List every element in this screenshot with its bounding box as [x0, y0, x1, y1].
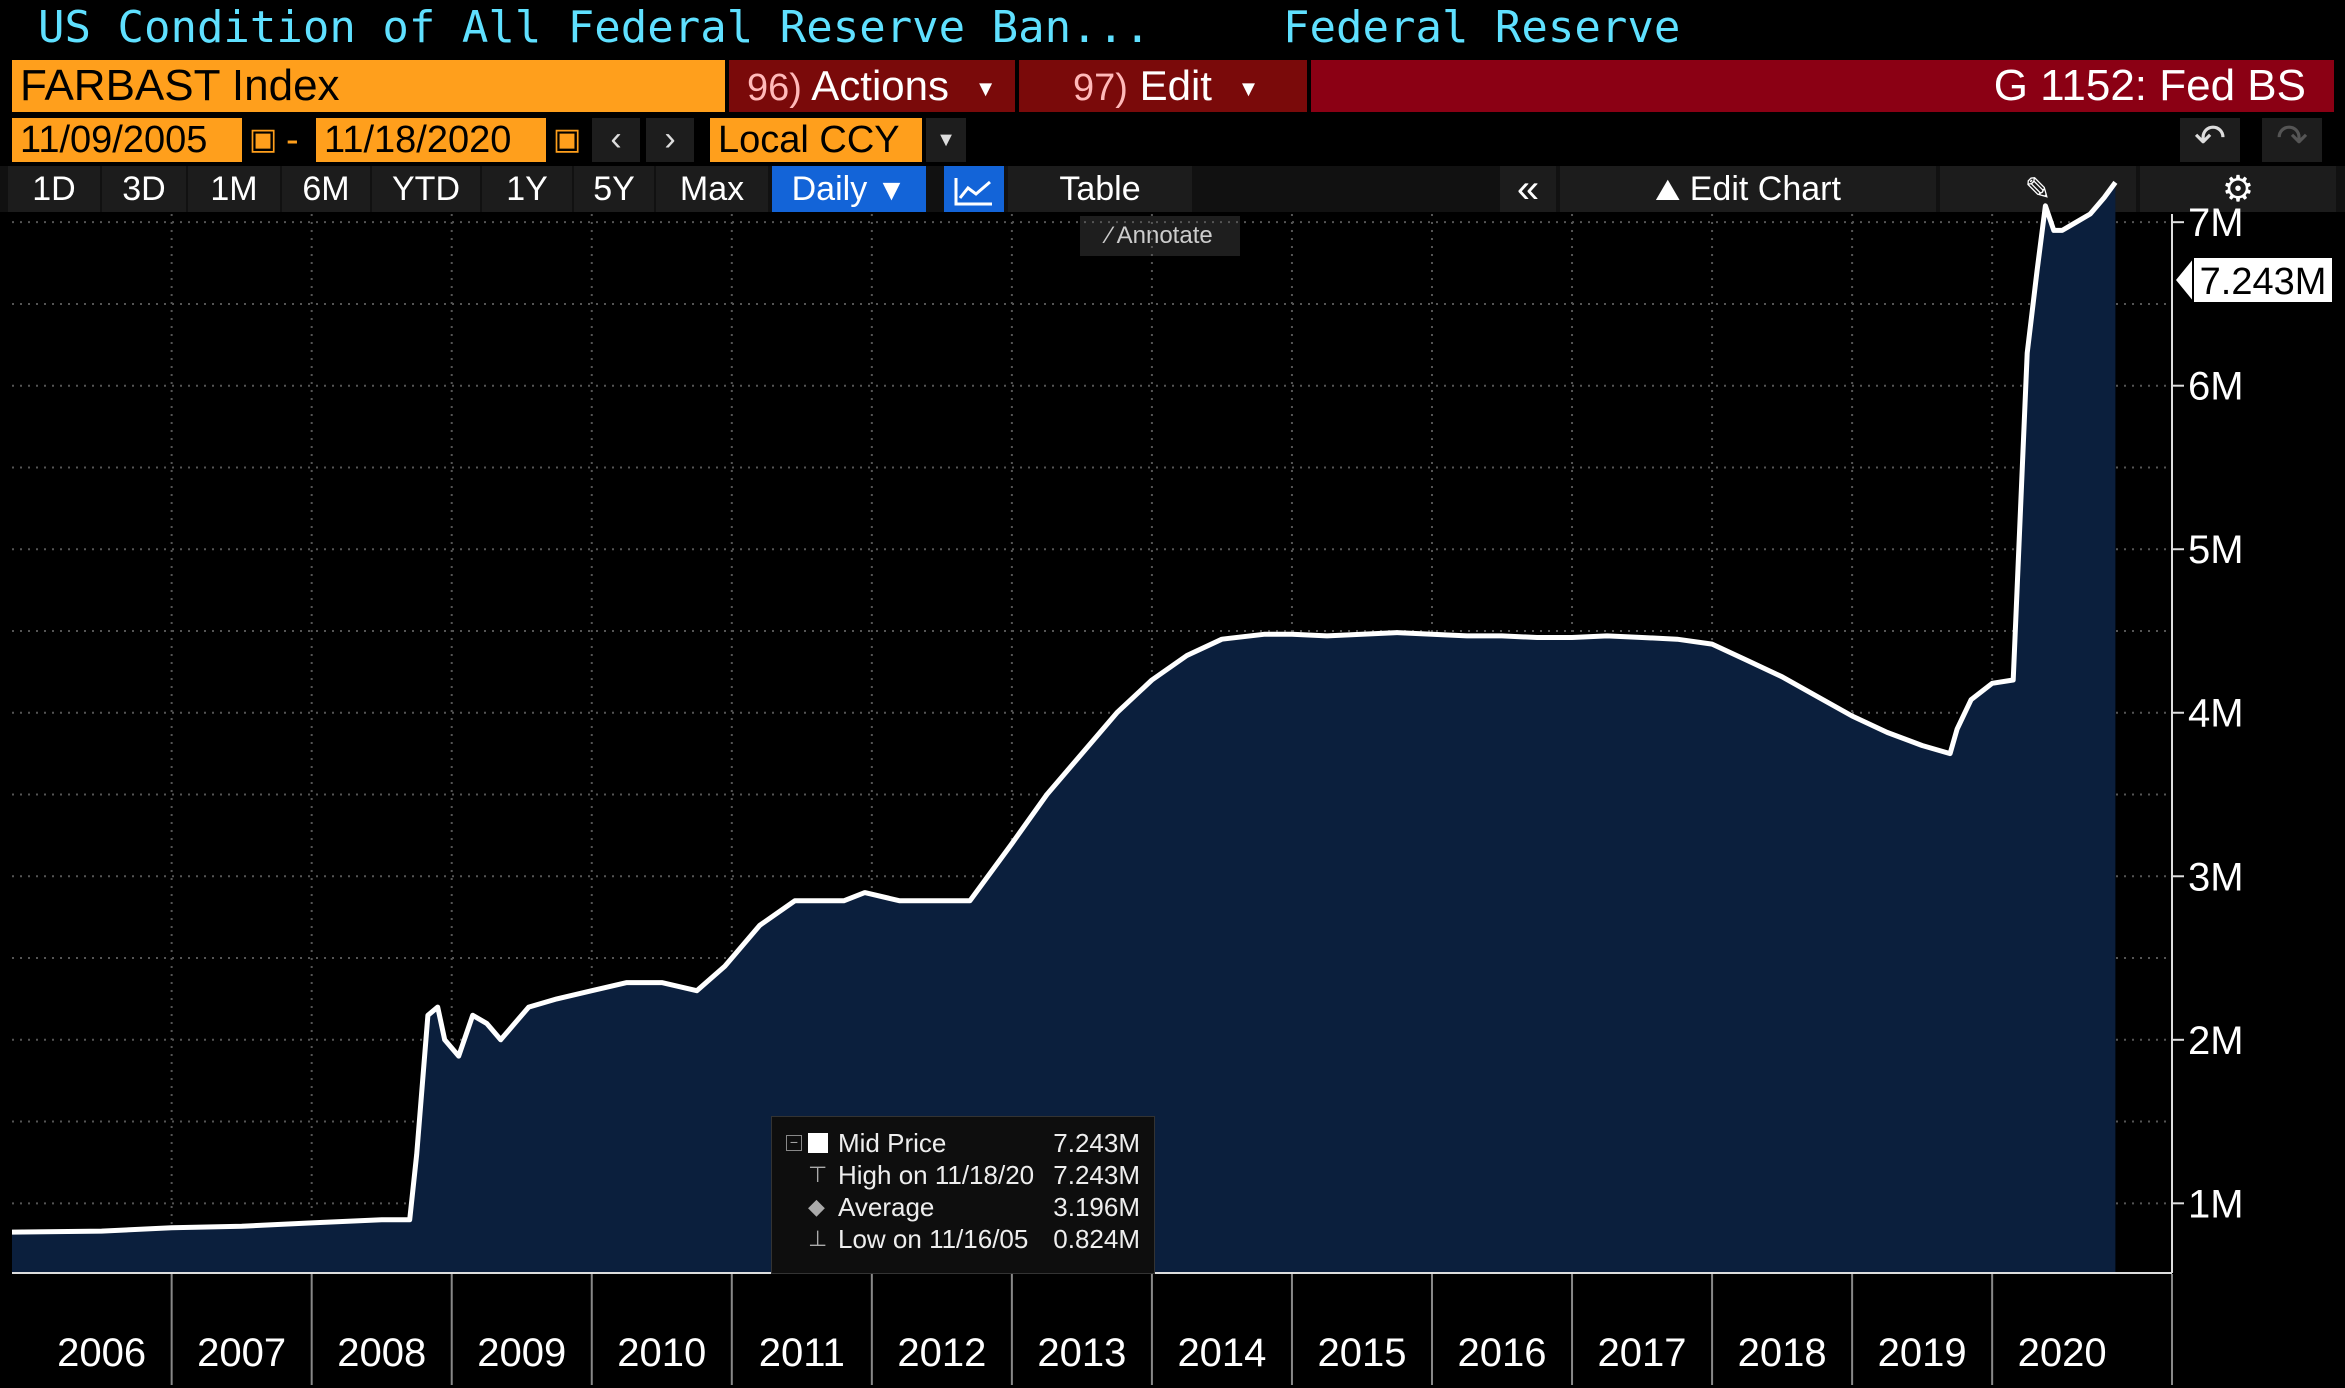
price-line: [11, 180, 2118, 1235]
edit-chart-button[interactable]: ⛰ Edit Chart: [1560, 166, 1936, 212]
pencil-icon: ⁄: [1107, 222, 1112, 249]
frequency-dropdown[interactable]: Daily ▼: [772, 166, 926, 212]
frequency-label: Daily: [791, 170, 868, 208]
y-tick-label: 4M: [2188, 692, 2244, 736]
legend-key: Mid Price: [838, 1128, 947, 1158]
chevron-down-icon: ▼: [1237, 75, 1260, 101]
undo-icon[interactable]: ↶: [2180, 118, 2240, 162]
annotate-label: Annotate: [1116, 222, 1213, 249]
area-fill: [12, 182, 2116, 1272]
actions-menu-number: 96): [747, 67, 802, 109]
chevron-down-icon: ▼: [974, 75, 997, 101]
legend-key: Low on 11/16/05: [838, 1224, 1029, 1254]
annotate-button[interactable]: ⁄ Annotate: [1080, 216, 1240, 256]
series-swatch: [808, 1133, 828, 1153]
pencil-note-icon[interactable]: ✎: [1940, 166, 2136, 212]
gear-icon[interactable]: ⚙: [2140, 166, 2336, 212]
period-1m-button[interactable]: 1M: [188, 166, 280, 212]
security-ticker-field[interactable]: FARBAST Index: [12, 60, 725, 112]
period-1y-button[interactable]: 1Y: [482, 166, 572, 212]
x-tick-label: 2010: [617, 1331, 706, 1375]
chevron-down-icon: ▼: [876, 174, 907, 207]
period-1d-button[interactable]: 1D: [8, 166, 100, 212]
period-max-button[interactable]: Max: [656, 166, 768, 212]
x-tick-label: 2018: [1738, 1331, 1827, 1375]
x-tick-label: 2020: [2018, 1331, 2107, 1375]
period-ytd-button[interactable]: YTD: [372, 166, 480, 212]
x-tick-label: 2008: [337, 1331, 426, 1375]
end-date-field[interactable]: 11/18/2020: [316, 118, 546, 162]
chevron-right-icon[interactable]: ›: [646, 118, 694, 162]
x-tick-label: 2013: [1037, 1331, 1126, 1375]
y-tick-label: 2M: [2188, 1019, 2244, 1063]
page-title-bar: G 1152: Fed BS: [1311, 60, 2334, 112]
chart-title: US Condition of All Federal Reserve Ban.…: [38, 2, 1151, 53]
chevron-down-icon[interactable]: ▼: [926, 118, 966, 162]
currency-select[interactable]: Local CCY: [710, 118, 922, 162]
edit-menu-button[interactable]: 97) Edit ▼: [1019, 60, 1307, 112]
collapse-icon[interactable]: −: [786, 1135, 802, 1151]
chevron-left-icon[interactable]: ‹: [592, 118, 640, 162]
high-marker-icon: ⊤: [808, 1162, 828, 1187]
legend-key: Average: [838, 1192, 935, 1222]
edit-menu-number: 97): [1073, 67, 1128, 109]
y-tick-label: 6M: [2188, 365, 2244, 409]
period-3d-button[interactable]: 3D: [102, 166, 186, 212]
chart-edit-icon: ⛰: [1655, 174, 1681, 207]
average-marker-icon: ◆: [808, 1194, 825, 1219]
x-tick-label: 2016: [1458, 1331, 1547, 1375]
legend-row-average: ◆ Average 3.196M: [772, 1191, 1154, 1223]
period-5y-button[interactable]: 5Y: [574, 166, 654, 212]
legend-row-low: ⊥ Low on 11/16/05 0.824M: [772, 1223, 1154, 1255]
edit-chart-label: Edit Chart: [1689, 170, 1841, 208]
date-separator: -: [286, 119, 299, 161]
last-price-label: 7.243M: [2192, 256, 2334, 304]
chart-legend[interactable]: − Mid Price 7.243M ⊤ High on 11/18/20 7.…: [771, 1116, 1155, 1274]
x-tick-label: 2014: [1177, 1331, 1266, 1375]
period-6m-button[interactable]: 6M: [282, 166, 370, 212]
legend-value: 7.243M: [1053, 1128, 1140, 1158]
actions-menu-button[interactable]: 96) Actions ▼: [729, 60, 1015, 112]
legend-row-mid-price: − Mid Price 7.243M: [772, 1127, 1154, 1159]
chart-source: Federal Reserve: [1283, 2, 1681, 53]
calendar-icon[interactable]: ▣: [552, 123, 582, 156]
line-chart-icon[interactable]: [944, 166, 1004, 212]
x-tick-label: 2017: [1598, 1331, 1687, 1375]
legend-value: 3.196M: [1053, 1192, 1140, 1222]
x-tick-label: 2012: [897, 1331, 986, 1375]
y-tick-label: 3M: [2188, 855, 2244, 899]
x-tick-label: 2009: [477, 1331, 566, 1375]
y-tick-label: 5M: [2188, 528, 2244, 572]
x-tick-label: 2007: [197, 1331, 286, 1375]
calendar-icon[interactable]: ▣: [248, 123, 278, 156]
collapse-double-chevron-icon[interactable]: «: [1500, 166, 1556, 212]
price-label-pointer: [2176, 258, 2194, 302]
redo-icon[interactable]: ↷: [2262, 118, 2322, 162]
legend-key: High on 11/18/20: [838, 1160, 1035, 1190]
legend-row-high: ⊤ High on 11/18/20 7.243M: [772, 1159, 1154, 1191]
x-tick-label: 2006: [57, 1331, 146, 1375]
y-tick-label: 7M: [2188, 201, 2244, 245]
actions-menu-label: Actions: [811, 62, 950, 109]
x-tick-label: 2019: [1878, 1331, 1967, 1375]
start-date-field[interactable]: 11/09/2005: [12, 118, 242, 162]
table-button[interactable]: Table: [1008, 166, 1192, 212]
edit-menu-label: Edit: [1139, 62, 1212, 109]
low-marker-icon: ⊥: [808, 1226, 828, 1251]
y-tick-label: 1M: [2188, 1182, 2244, 1226]
x-tick-label: 2011: [759, 1331, 845, 1375]
legend-value: 7.243M: [1053, 1160, 1140, 1190]
legend-value: 0.824M: [1053, 1224, 1140, 1254]
x-tick-label: 2015: [1317, 1331, 1406, 1375]
